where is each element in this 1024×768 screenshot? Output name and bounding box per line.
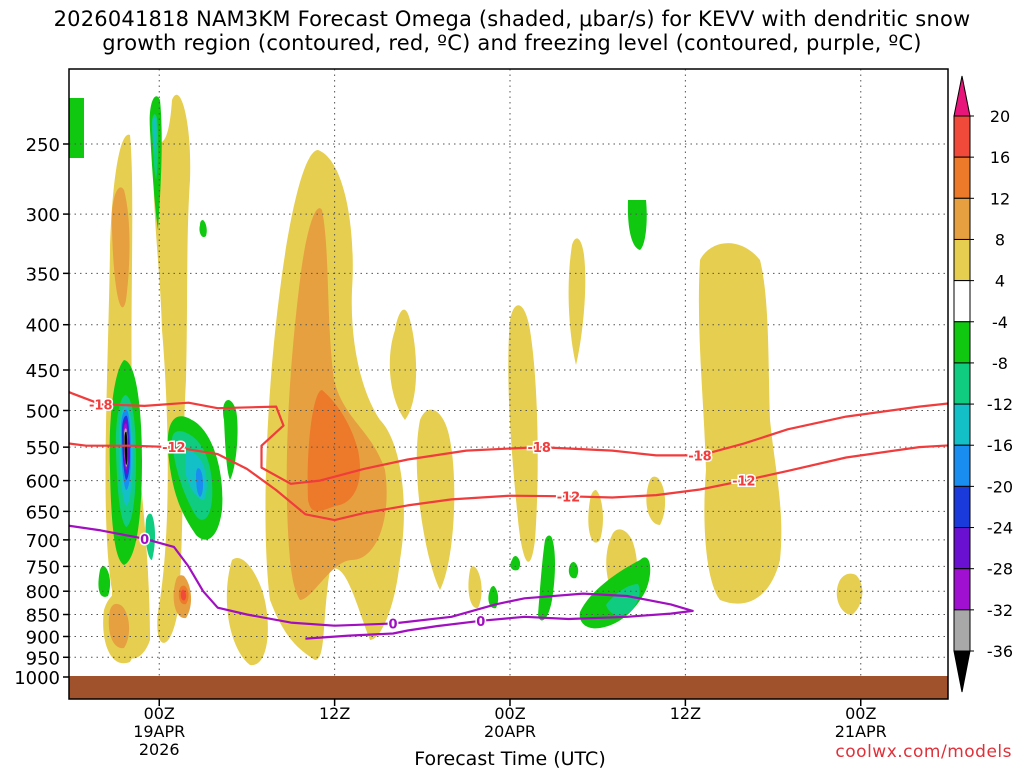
- x-tick-label: 19APR: [133, 722, 185, 741]
- omega-shading: [69, 94, 863, 666]
- colorbar: 20 16 12 8 4 -4 -8 -12 -16 -20 -24 -28 -32 -36: [953, 75, 1013, 693]
- contour-labels: -18 -18 -18 -12 -12 -12 0 0 0: [88, 397, 758, 634]
- contour-label: -12: [162, 441, 186, 456]
- colorbar-bin: [953, 362, 971, 405]
- colorbar-bin: [953, 321, 971, 364]
- contour-label: 0: [140, 533, 149, 548]
- colorbar-bin: [953, 485, 971, 529]
- contour-label: -18: [688, 449, 712, 464]
- y-tick-label: 250: [26, 135, 60, 156]
- colorbar-label: 4: [995, 272, 1005, 291]
- y-tick-label: 400: [26, 316, 60, 337]
- colorbar-bin: [953, 403, 971, 446]
- contour-label: 0: [389, 617, 398, 632]
- y-tick-label: 500: [26, 402, 60, 423]
- x-tick-label: 00Z: [845, 704, 876, 723]
- colorbar-label: 20: [990, 107, 1010, 126]
- colorbar-label: -12: [987, 395, 1013, 414]
- colorbar-bin: [953, 280, 971, 323]
- y-tick-label: 650: [26, 502, 60, 523]
- colorbar-label: -24: [987, 519, 1013, 538]
- x-axis-title: Forecast Time (UTC): [414, 748, 605, 768]
- y-tick-label: 350: [26, 264, 60, 285]
- chart-title-line-2: growth region (contoured, red, ºC) and f…: [102, 31, 922, 55]
- colorbar-bin: [953, 156, 971, 199]
- x-tick-label: 2026: [139, 740, 180, 759]
- colorbar-label: 8: [995, 230, 1005, 249]
- contour-label: -18: [89, 398, 113, 413]
- colorbar-label: -28: [987, 560, 1013, 579]
- colorbar-label: -16: [987, 436, 1013, 455]
- y-tick-label: 550: [26, 438, 60, 459]
- contour-lines: [69, 390, 948, 640]
- colorbar-bin: [953, 75, 971, 117]
- x-tick-label: 20APR: [484, 722, 536, 741]
- x-tick-label: 21APR: [835, 722, 887, 741]
- y-tick-label: 800: [26, 582, 60, 603]
- ground-surface: [69, 676, 948, 699]
- y-axis: 2503003504004505005506006507007508008509…: [14, 135, 69, 689]
- colorbar-bin: [953, 444, 971, 487]
- y-tick-label: 950: [26, 648, 60, 669]
- credit-text: coolwx.com/models: [835, 742, 1012, 762]
- y-tick-label: 600: [26, 472, 60, 493]
- chart-title-line-1: 2026041818 NAM3KM Forecast Omega (shaded…: [53, 7, 971, 31]
- colorbar-label: -8: [992, 354, 1008, 373]
- x-tick-label: 00Z: [144, 704, 175, 723]
- colorbar-bin: [953, 568, 971, 611]
- colorbar-label: -32: [987, 601, 1013, 620]
- contour-label: -12: [557, 490, 581, 505]
- contour-label: -18: [527, 441, 551, 456]
- y-tick-label: 700: [26, 531, 60, 552]
- colorbar-bin: [953, 609, 971, 652]
- contour-line: [69, 442, 948, 522]
- colorbar-bin: [953, 527, 971, 570]
- contour-label: 0: [476, 615, 485, 630]
- x-tick-label: 12Z: [670, 704, 701, 723]
- y-tick-label: 900: [26, 627, 60, 648]
- x-tick-label: 00Z: [494, 704, 525, 723]
- contour-line: [69, 390, 948, 485]
- colorbar-bin: [953, 650, 971, 693]
- x-tick-label: 12Z: [319, 704, 350, 723]
- colorbar-bin: [953, 197, 971, 240]
- colorbar-label: 12: [990, 189, 1010, 208]
- y-tick-label: 750: [26, 557, 60, 578]
- contour-label: -12: [732, 475, 756, 490]
- contour-line: [69, 524, 694, 640]
- y-tick-label: 1000: [14, 668, 60, 689]
- colorbar-label: -4: [992, 313, 1008, 332]
- y-tick-label: 850: [26, 606, 60, 627]
- colorbar-label: -36: [987, 642, 1013, 661]
- colorbar-bin: [953, 238, 971, 282]
- colorbar-label: -20: [987, 477, 1013, 496]
- colorbar-bin: [953, 115, 971, 158]
- y-tick-label: 300: [26, 205, 60, 226]
- plot-frame: [68, 68, 949, 700]
- y-tick-label: 450: [26, 361, 60, 382]
- colorbar-label: 16: [990, 148, 1010, 167]
